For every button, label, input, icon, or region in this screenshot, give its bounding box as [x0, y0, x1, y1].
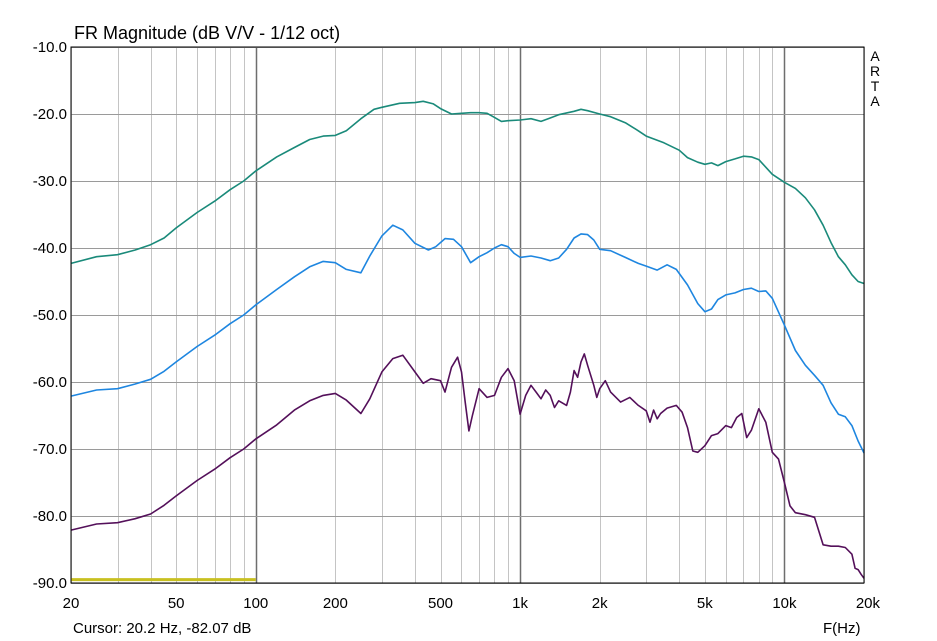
watermark-letter: R	[870, 63, 880, 79]
x-tick-label: 20k	[856, 595, 881, 612]
y-tick-label: -40.0	[33, 240, 67, 257]
x-tick-labels: 20 50 100 200 500 1k 2k 5k 10k 20k	[63, 595, 881, 612]
y-tick-label: -50.0	[33, 307, 67, 324]
plot-border	[70, 46, 865, 584]
x-tick-label: 10k	[772, 595, 797, 612]
x-tick-label: 1k	[512, 595, 528, 612]
x-tick-label: 100	[243, 595, 268, 612]
y-tick-label: -70.0	[33, 441, 67, 458]
x-tick-label: 50	[168, 595, 185, 612]
y-tick-labels: -10.0 -20.0 -30.0 -40.0 -50.0 -60.0 -70.0 -80.0…	[33, 39, 67, 592]
y-tick-label: -80.0	[33, 508, 67, 525]
series-line-2	[70, 224, 865, 454]
watermark-letter: A	[870, 48, 880, 64]
y-tick-label: -60.0	[33, 374, 67, 391]
cursor-readout: Cursor: 20.2 Hz, -82.07 dB	[73, 620, 251, 637]
x-tick-label: 500	[428, 595, 453, 612]
series-layer	[70, 100, 865, 582]
x-tick-label: 2k	[592, 595, 608, 612]
series-line-1	[70, 100, 865, 285]
watermark-letter: A	[870, 93, 880, 109]
x-tick-label: 20	[63, 595, 80, 612]
x-tick-label: 5k	[697, 595, 713, 612]
series-line-3	[70, 353, 865, 579]
major-grid	[71, 47, 864, 584]
y-tick-label: -30.0	[33, 173, 67, 190]
x-axis-label: F(Hz)	[823, 620, 861, 637]
y-tick-label: -90.0	[33, 575, 67, 592]
x-tick-label: 200	[323, 595, 348, 612]
y-tick-label: -20.0	[33, 106, 67, 123]
chart-title: FR Magnitude (dB V/V - 1/12 oct)	[74, 23, 340, 43]
y-tick-label: -10.0	[33, 39, 67, 56]
watermark-letter: T	[871, 78, 880, 94]
